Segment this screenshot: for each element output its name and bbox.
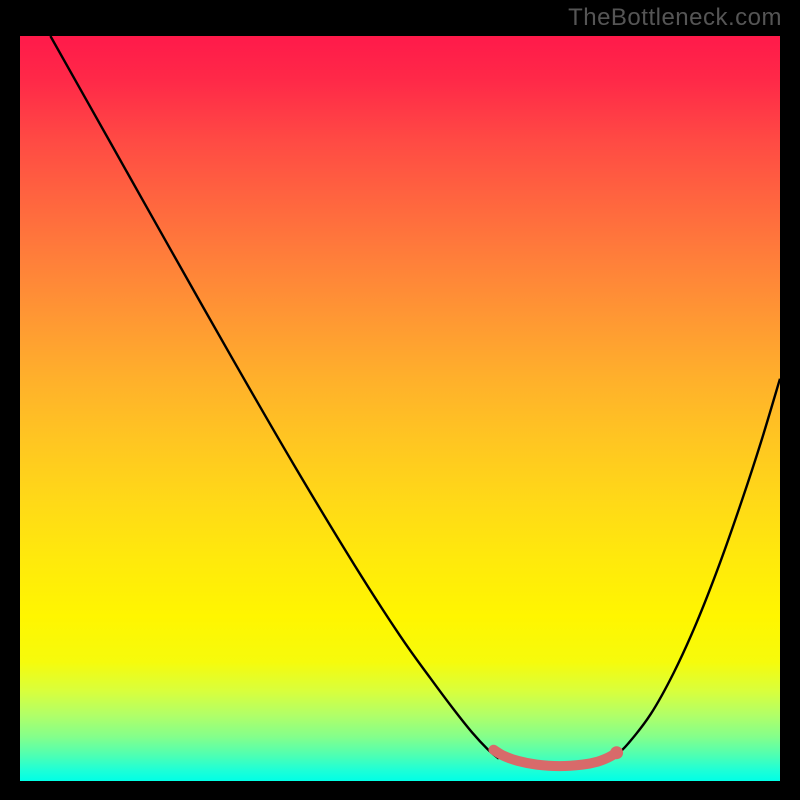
plot-area [20,36,780,781]
curve-left [50,36,498,759]
curves-layer [20,36,780,781]
chart-container: TheBottleneck.com [0,0,800,800]
curve-right [613,379,780,759]
watermark-text: TheBottleneck.com [568,4,782,32]
valley-endpoint-dot [610,746,623,759]
valley-highlight [493,750,616,766]
